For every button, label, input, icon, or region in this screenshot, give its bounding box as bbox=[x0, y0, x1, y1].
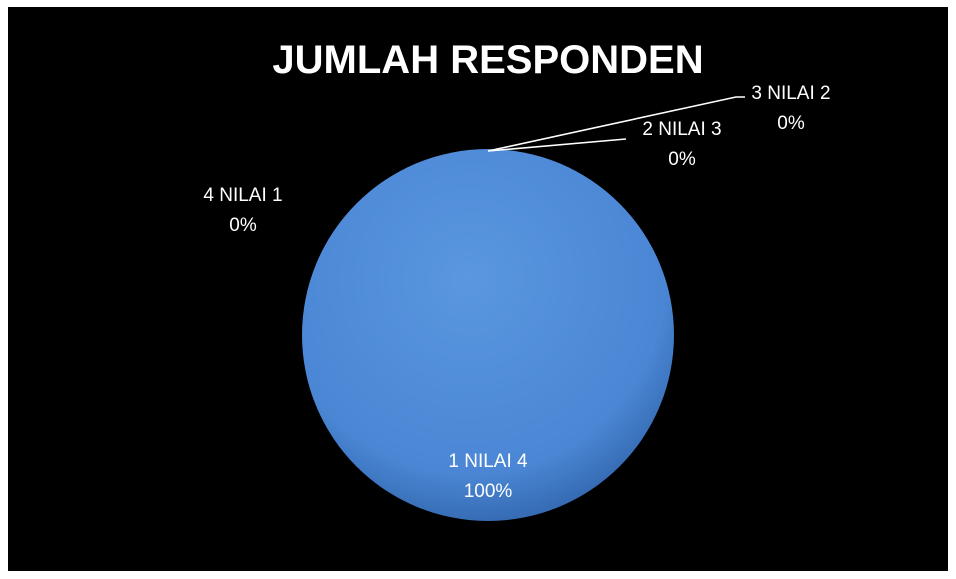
slice-category-label: 3 NILAI 2 bbox=[751, 83, 830, 104]
slice-labels: 1 NILAI 4 100% 2 NILAI 3 0% 3 NILAI 2 0% 4 NIL… bbox=[203, 83, 830, 502]
slice-category-label: 4 NILAI 1 bbox=[203, 185, 282, 206]
slice-category-label: 1 NILAI 4 bbox=[448, 451, 528, 472]
slice-percent-label: 0% bbox=[668, 149, 696, 170]
slice-category-label: 2 NILAI 3 bbox=[642, 119, 721, 140]
slice-percent-label: 0% bbox=[777, 113, 805, 134]
pie-slice bbox=[302, 149, 674, 521]
chart-title: JUMLAH RESPONDEN bbox=[272, 38, 703, 82]
pie-chart: JUMLAH RESPONDEN 1 NILAI 4 100% 2 NILAI 3 0… bbox=[203, 38, 831, 521]
slice-percent-label: 0% bbox=[229, 215, 257, 236]
pie-slices bbox=[302, 149, 674, 521]
leader-lines bbox=[487, 96, 745, 152]
slice-percent-label: 100% bbox=[464, 481, 513, 502]
leader-line bbox=[487, 138, 627, 152]
chart-area: JUMLAH RESPONDEN 1 NILAI 4 100% 2 NILAI 3 0… bbox=[8, 7, 948, 571]
leader-line bbox=[487, 96, 745, 152]
